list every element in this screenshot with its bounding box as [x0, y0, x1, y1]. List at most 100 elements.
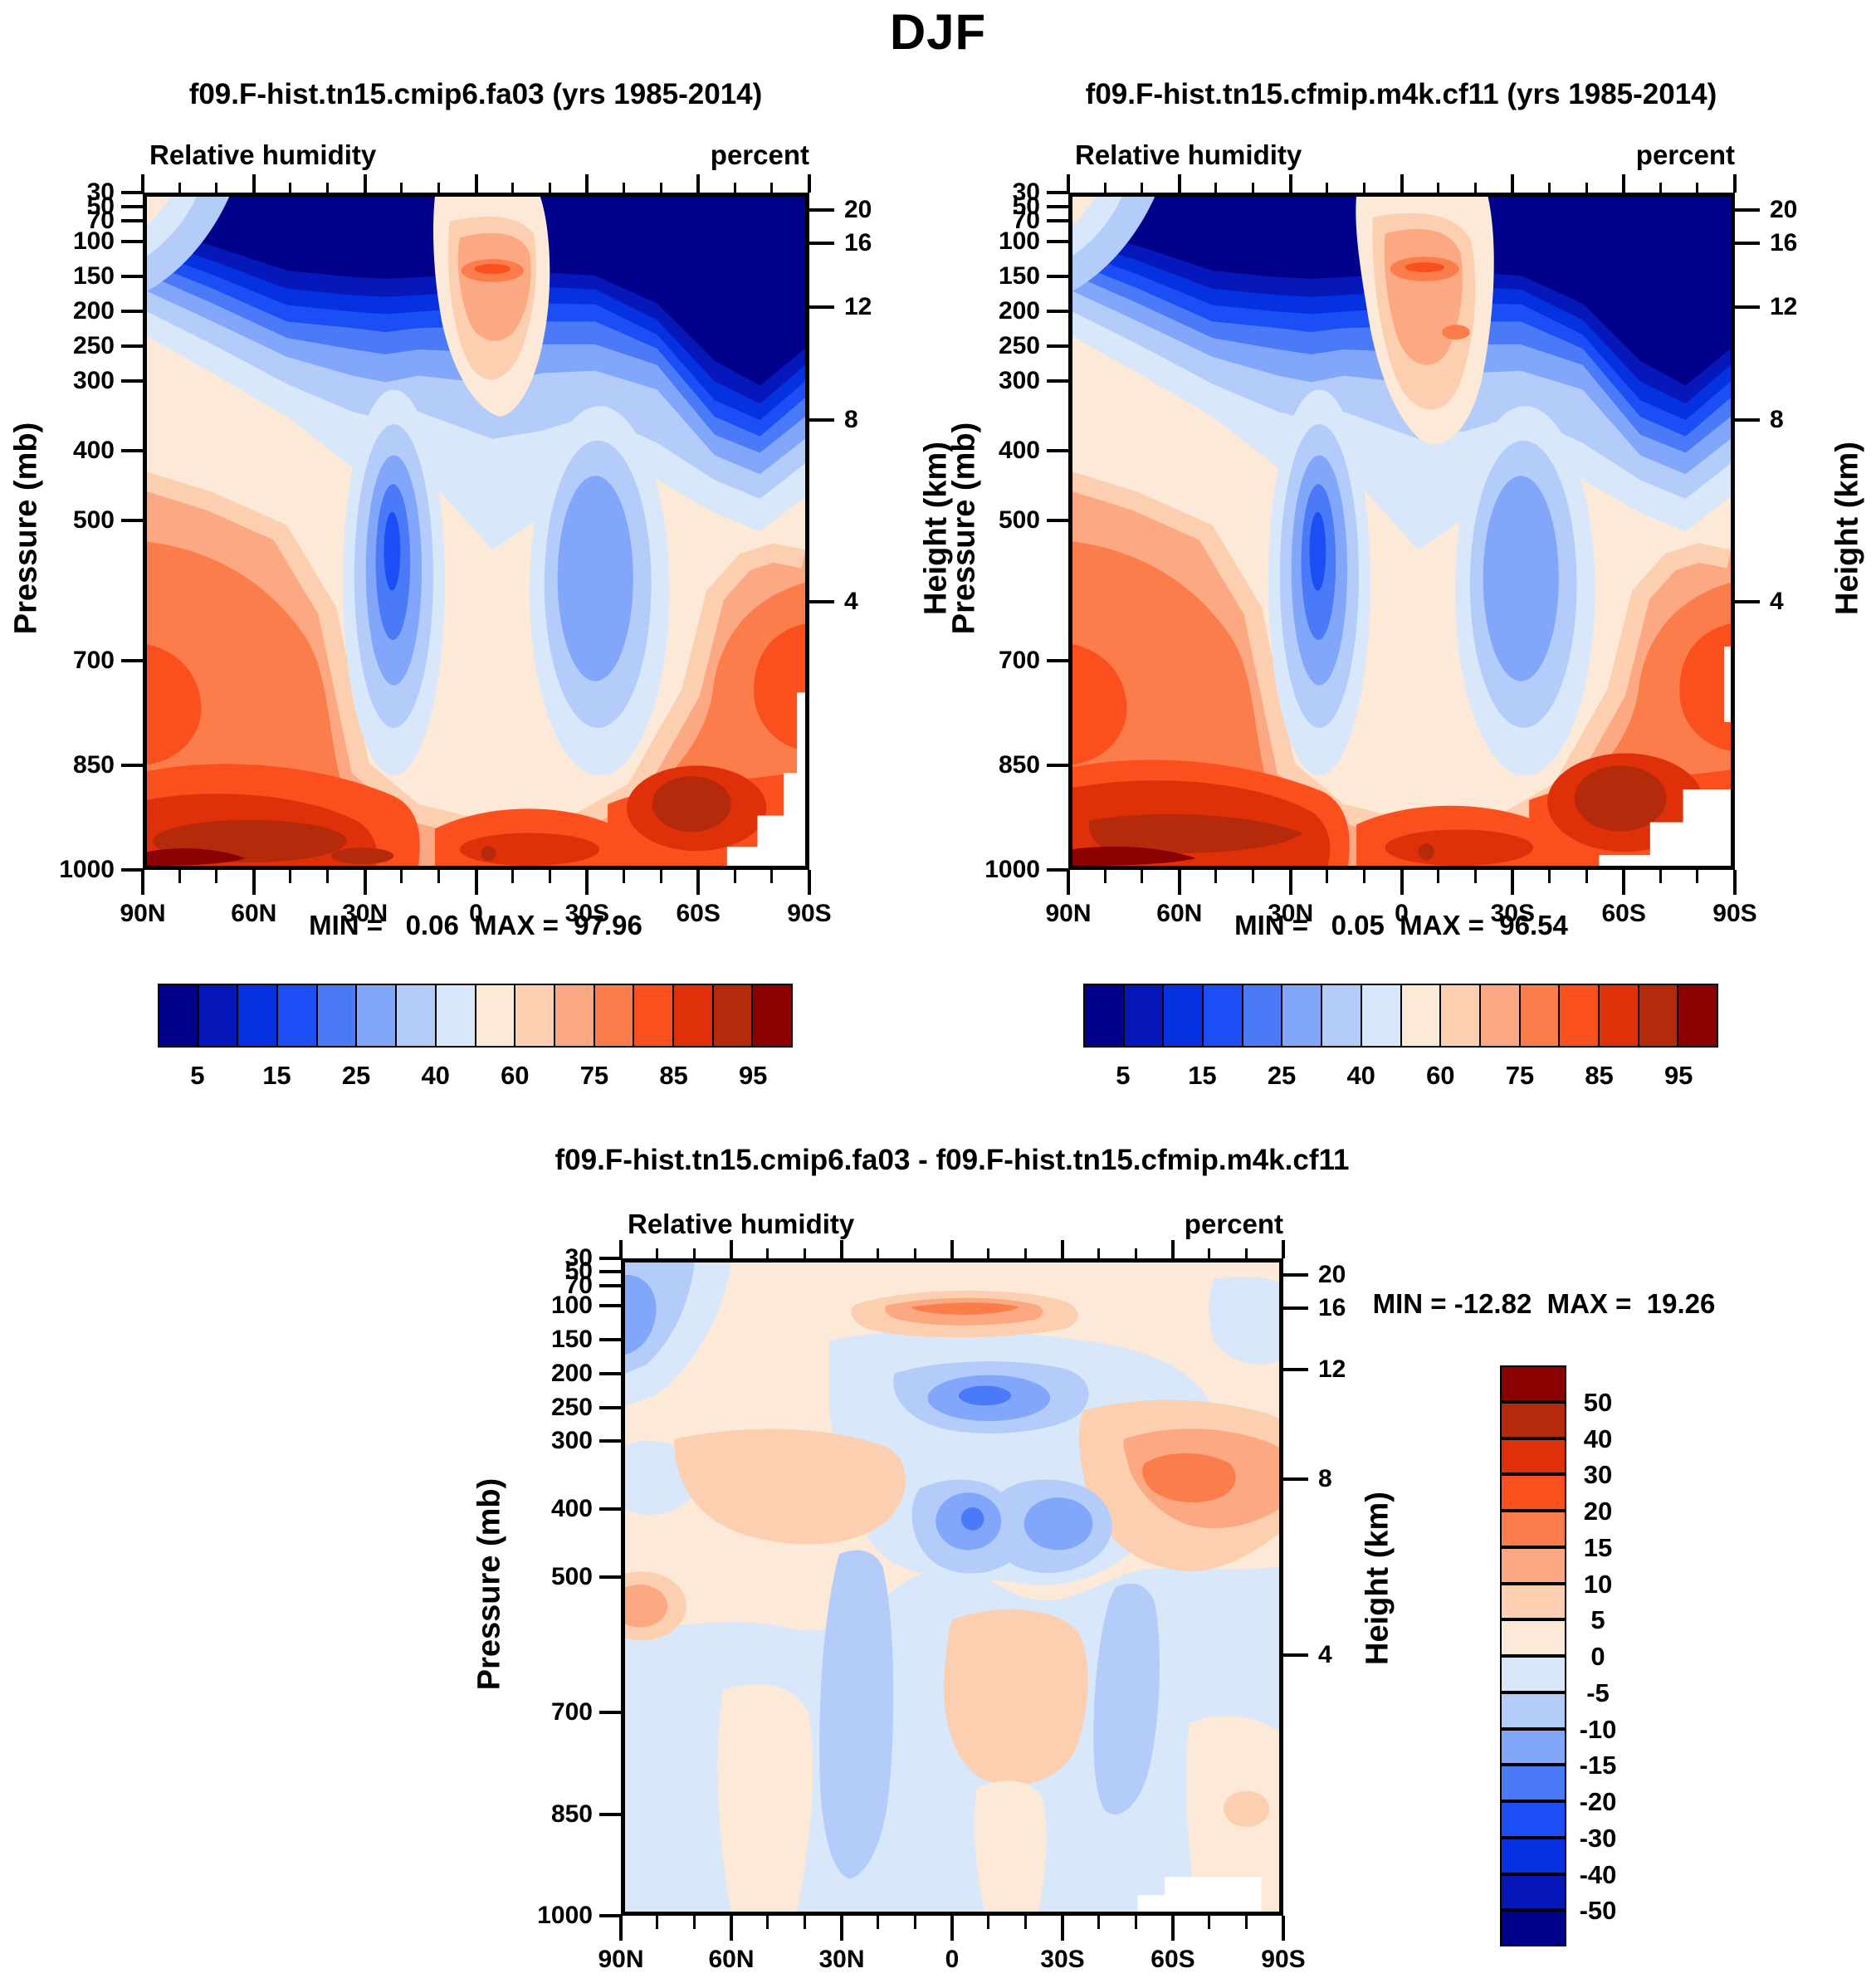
height-tick: [1283, 1477, 1308, 1482]
colorbar-cell: [1500, 1401, 1566, 1438]
lat-tick: [987, 1916, 990, 1929]
panel-b-contour-plot: [1068, 193, 1735, 870]
lat-tick: [1473, 870, 1477, 883]
panel-diff-units-label: percent: [1184, 1209, 1283, 1239]
height-tick-label: 20: [1318, 1261, 1346, 1289]
panel-diff-field-label: Relative humidity: [628, 1209, 855, 1239]
pressure-tick: [121, 344, 143, 349]
lat-tick: [840, 1916, 843, 1941]
lat-tick: [619, 1916, 623, 1941]
lat-tick-top: [1177, 174, 1181, 193]
lat-tick-label: 60N: [1156, 900, 1203, 927]
lat-tick-label: 60S: [676, 900, 721, 927]
colorbar-cell: [594, 984, 634, 1048]
colorbar-label: 15: [1188, 1061, 1217, 1090]
pressure-tick-label: 400: [998, 437, 1040, 465]
lat-tick-top: [1023, 1248, 1027, 1258]
lat-tick: [1282, 1916, 1285, 1941]
pressure-tick: [599, 1507, 621, 1512]
lat-tick-top: [840, 1240, 843, 1258]
lat-tick-top: [1733, 174, 1737, 193]
height-tick-label: 12: [844, 292, 872, 320]
panel-b-contour-svg: [1072, 197, 1731, 866]
pressure-tick-label: 1000: [984, 856, 1040, 883]
colorbar-cell: [1123, 984, 1164, 1048]
pressure-tick: [121, 868, 143, 872]
panel-a-title: f09.F-hist.tn15.cmip6.fa03 (yrs 1985-201…: [188, 78, 763, 110]
colorbar-label: 40: [421, 1061, 450, 1090]
lat-tick-top: [1214, 183, 1218, 193]
colorbar-cell: [396, 984, 436, 1048]
colorbar-cell: [1400, 984, 1441, 1048]
lat-tick-top: [913, 1248, 916, 1258]
panel-diff-colorbar: [1500, 1365, 1566, 1946]
height-tick-label: 8: [844, 406, 858, 434]
colorbar-label: -50: [1579, 1896, 1617, 1926]
pressure-tick-label: 150: [550, 1325, 593, 1353]
lat-tick-top: [215, 183, 218, 193]
colorbar-cell: [475, 984, 515, 1048]
colorbar-label: 25: [341, 1061, 371, 1090]
colorbar-label: -15: [1579, 1751, 1617, 1780]
lat-tick: [1141, 870, 1144, 883]
lat-tick: [1437, 870, 1440, 883]
pressure-tick-label: 150: [998, 261, 1040, 290]
lat-tick-top: [692, 1248, 696, 1258]
pressure-tick: [121, 239, 143, 243]
colorbar-label: 5: [1116, 1061, 1131, 1090]
height-tick-label: 16: [844, 229, 872, 257]
colorbar-cell: [1361, 984, 1401, 1048]
pressure-tick: [599, 1439, 621, 1443]
colorbar-cell: [316, 984, 357, 1048]
panel-a-colorbar: [158, 984, 793, 1048]
pressure-tick: [1047, 344, 1068, 349]
pressure-tick: [121, 658, 143, 662]
pressure-tick: [1047, 868, 1068, 872]
colorbar-cell: [1242, 984, 1282, 1048]
lat-tick: [215, 870, 218, 883]
lat-tick-top: [1400, 174, 1404, 193]
lat-tick: [877, 1916, 880, 1929]
lat-tick-top: [1696, 183, 1699, 193]
lat-tick: [733, 870, 736, 883]
lat-tick: [252, 870, 256, 895]
pressure-tick: [1047, 449, 1068, 453]
lat-tick-label: 0: [1395, 900, 1409, 927]
panel-a-contour-plot: [143, 193, 809, 870]
pressure-tick-label: 200: [72, 297, 115, 325]
lat-tick-top: [733, 183, 736, 193]
pressure-tick-label: 200: [550, 1359, 593, 1387]
lat-tick: [548, 870, 551, 883]
colorbar-cell: [1500, 1692, 1566, 1729]
lat-tick-top: [474, 174, 478, 193]
colorbar-cell: [1500, 1511, 1566, 1547]
colorbar-label: -30: [1579, 1823, 1617, 1853]
height-tick: [1283, 1306, 1308, 1310]
lat-tick-top: [1282, 1240, 1285, 1258]
pressure-tick-label: 30: [1012, 178, 1040, 206]
colorbar-label: 95: [1663, 1061, 1693, 1090]
lat-tick: [770, 870, 774, 883]
lat-tick: [659, 870, 662, 883]
lat-tick-label: 90S: [1261, 1946, 1306, 1973]
lat-tick-top: [585, 174, 589, 193]
height-tick-label: 4: [1318, 1641, 1332, 1669]
colorbar-cell: [1500, 1656, 1566, 1692]
height-tick-label: 8: [1318, 1465, 1332, 1493]
panel-a-units-label: percent: [710, 139, 809, 170]
pressure-tick: [599, 1575, 621, 1579]
lat-tick-top: [363, 174, 367, 193]
lat-tick: [400, 870, 403, 883]
pressure-tick: [121, 274, 143, 278]
lat-tick: [1511, 870, 1515, 895]
colorbar-label: 50: [1583, 1387, 1613, 1417]
lat-tick-top: [437, 183, 440, 193]
lat-tick-top: [950, 1240, 954, 1258]
lat-tick-top: [1511, 174, 1515, 193]
pressure-tick-label: 70: [1012, 206, 1040, 234]
colorbar-cell: [1500, 1474, 1566, 1511]
height-tick-label: 20: [1770, 196, 1798, 224]
colorbar-cell: [1163, 984, 1204, 1048]
pressure-tick: [1047, 310, 1068, 313]
pressure-tick: [121, 449, 143, 453]
